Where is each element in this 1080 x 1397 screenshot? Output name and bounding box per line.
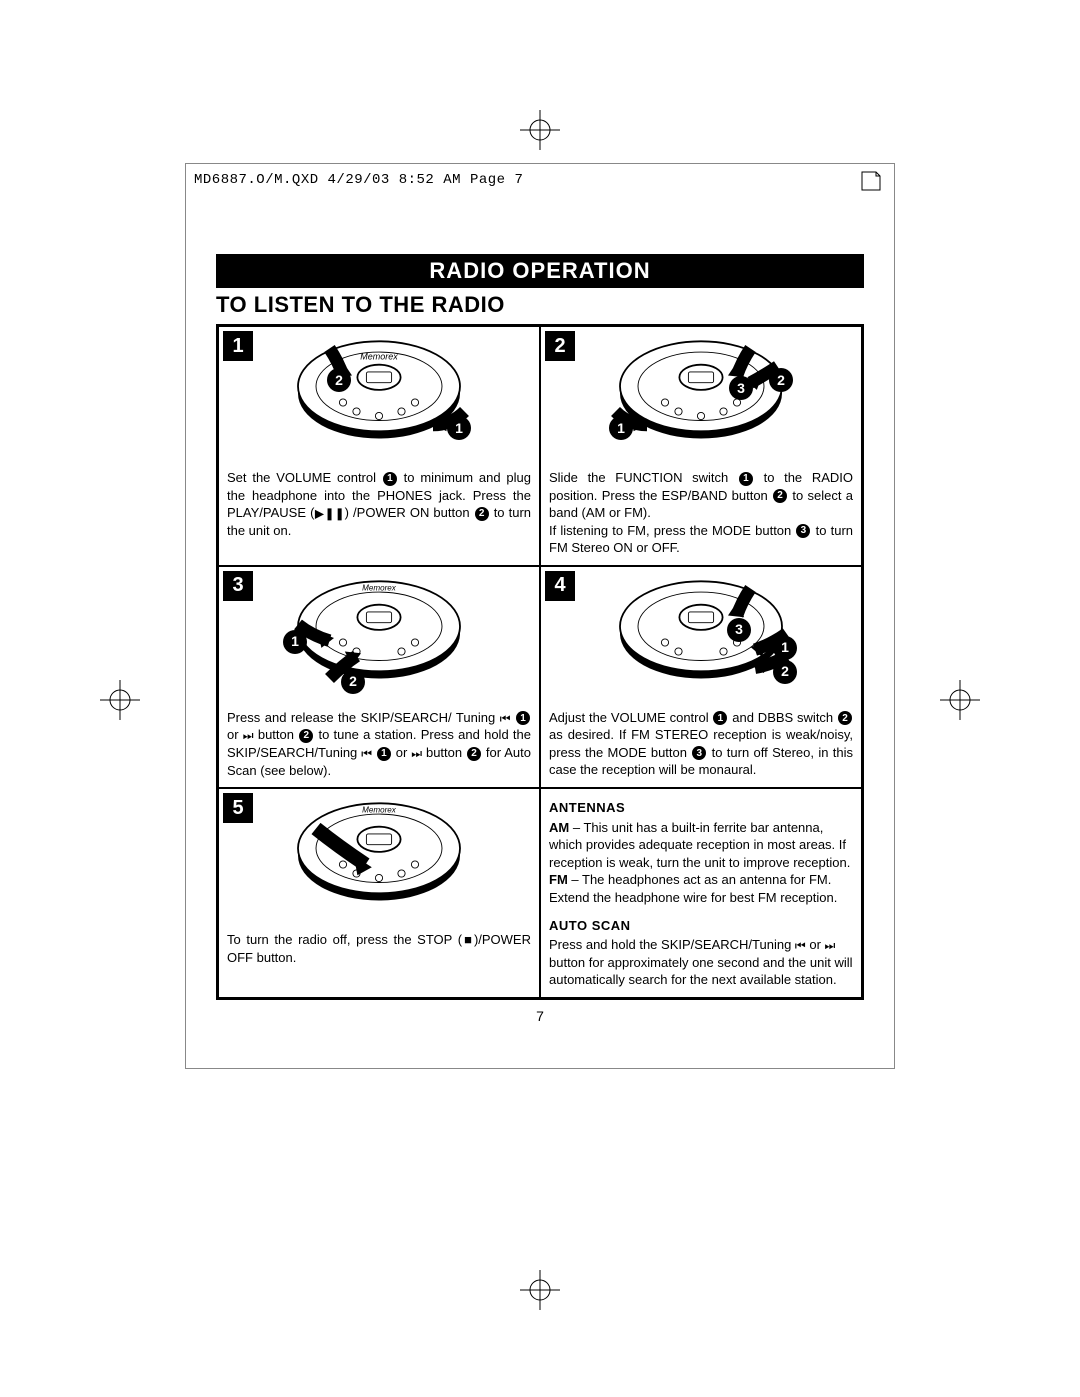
step-2-illustration: 1 2 3: [549, 333, 853, 463]
step-4-illustration: 1 2 3: [549, 573, 853, 703]
section-subtitle: TO LISTEN TO THE RADIO: [216, 292, 864, 318]
step-3-text: Press and release the SKIP/SEARCH/ Tunin…: [227, 709, 531, 780]
callout-1: 1: [447, 416, 471, 440]
info-cell: ANTENNAS AM – This unit has a built-in f…: [540, 788, 862, 998]
step-4-cell: 4: [540, 566, 862, 789]
steps-grid: 1 Memorex: [216, 324, 864, 1000]
step-5-illustration: Memorex: [227, 795, 531, 925]
step-3-cell: 3 Memorex: [218, 566, 540, 789]
registration-mark-bottom: [520, 1270, 560, 1310]
callout-2: 2: [773, 660, 797, 684]
svg-text:Memorex: Memorex: [362, 806, 397, 815]
step-4-text: Adjust the VOLUME control 1 and DBBS swi…: [549, 709, 853, 779]
registration-mark-left: [100, 680, 140, 720]
antennas-fm-text: FM – The headphones act as an antenna fo…: [549, 871, 853, 906]
section-title-bar: RADIO OPERATION: [216, 254, 864, 288]
registration-mark-right: [940, 680, 980, 720]
svg-text:Memorex: Memorex: [360, 351, 398, 361]
registration-mark-top: [520, 110, 560, 150]
callout-3: 3: [727, 618, 751, 642]
antennas-title: ANTENNAS: [549, 799, 853, 817]
page-fold-icon: [860, 170, 882, 197]
document-header: MD6887.O/M.QXD 4/29/03 8:52 AM Page 7: [186, 172, 894, 194]
manual-page: MD6887.O/M.QXD 4/29/03 8:52 AM Page 7 RA…: [185, 163, 895, 1069]
step-2-cell: 2: [540, 326, 862, 566]
step-3-illustration: Memorex 1 2: [227, 573, 531, 703]
step-1-cell: 1 Memorex: [218, 326, 540, 566]
callout-2: 2: [341, 670, 365, 694]
svg-text:Memorex: Memorex: [362, 583, 397, 592]
callout-2: 2: [769, 368, 793, 392]
header-text: MD6887.O/M.QXD 4/29/03 8:52 AM Page 7: [194, 172, 523, 188]
step-2-text: Slide the FUNCTION switch 1 to the RADIO…: [549, 469, 853, 557]
callout-1: 1: [283, 630, 307, 654]
content-area: RADIO OPERATION TO LISTEN TO THE RADIO 1: [186, 194, 894, 1068]
step-1-text: Set the VOLUME control 1 to minimum and …: [227, 469, 531, 539]
step-5-cell: 5 Memorex: [218, 788, 540, 998]
antennas-am-text: AM – This unit has a built-in ferrite ba…: [549, 819, 853, 872]
callout-2: 2: [327, 368, 351, 392]
autoscan-title: AUTO SCAN: [549, 917, 853, 935]
step-1-illustration: Memorex 1 2: [227, 333, 531, 463]
autoscan-text: Press and hold the SKIP/SEARCH/Tuning ⏮ …: [549, 936, 853, 989]
step-5-text: To turn the radio off, press the STOP (■…: [227, 931, 531, 966]
page-number: 7: [216, 1000, 864, 1048]
callout-1: 1: [609, 416, 633, 440]
callout-3: 3: [729, 376, 753, 400]
callout-1: 1: [773, 636, 797, 660]
